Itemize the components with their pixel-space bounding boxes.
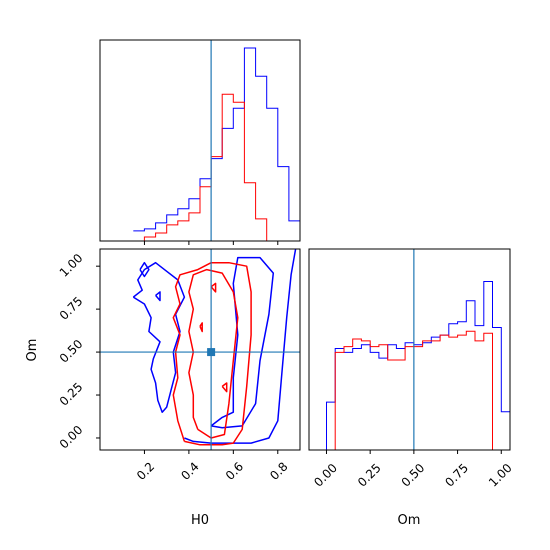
contour-x-tick-label: 0.2 [134, 459, 157, 482]
contour-series-b [188, 268, 239, 439]
truth-marker [207, 348, 216, 357]
om-histogram-panel: 0.00 0.25 0.50 0.75 1.00 [308, 248, 515, 490]
contour-x-tick-label: 0.4 [178, 459, 201, 482]
om-x-tick-label: 0.25 [355, 461, 384, 490]
h0-histogram-panel [99, 39, 301, 245]
contour-series-a [132, 261, 186, 413]
contour-y-tick-label: 1.00 [57, 251, 86, 280]
contour-x-tick-label: 0.8 [267, 459, 290, 482]
om-y-axis-label: Om [25, 339, 40, 362]
contour-series-b [210, 282, 217, 293]
om-x-tick-label: 0.50 [399, 461, 428, 490]
om-axis-label: Om [398, 513, 421, 528]
contour-y-tick-label: 0.50 [57, 337, 86, 366]
h0-om-contour-panel: 0.2 0.4 0.6 0.8 0.00 0.25 0.50 0.75 1.00 [57, 248, 301, 483]
om-x-tick-label: 0.75 [442, 461, 471, 490]
contour-series-a [184, 249, 297, 444]
h0-axis-label: H0 [191, 513, 209, 528]
contour-series-a [155, 291, 161, 302]
contour-frame [99, 248, 301, 451]
om-x-tick-label: 0.00 [311, 461, 340, 490]
h0-hist-series-b [133, 93, 300, 242]
contour-series-b [199, 322, 203, 333]
contour-series-a [139, 261, 150, 278]
contour-x-tick-label: 0.6 [223, 459, 246, 482]
contour-y-tick-label: 0.75 [57, 294, 86, 323]
contour-series-b [172, 261, 252, 446]
contour-y-tick-label: 0.25 [57, 380, 86, 409]
om-x-tick-label: 1.00 [486, 461, 515, 490]
om-hist-frame [308, 248, 511, 451]
h0-hist-series-a [133, 47, 300, 232]
contour-series-a [210, 256, 275, 429]
h0-hist-frame [99, 39, 301, 242]
contour-y-tick-label: 0.00 [57, 423, 86, 452]
contour-series-b [221, 382, 228, 393]
